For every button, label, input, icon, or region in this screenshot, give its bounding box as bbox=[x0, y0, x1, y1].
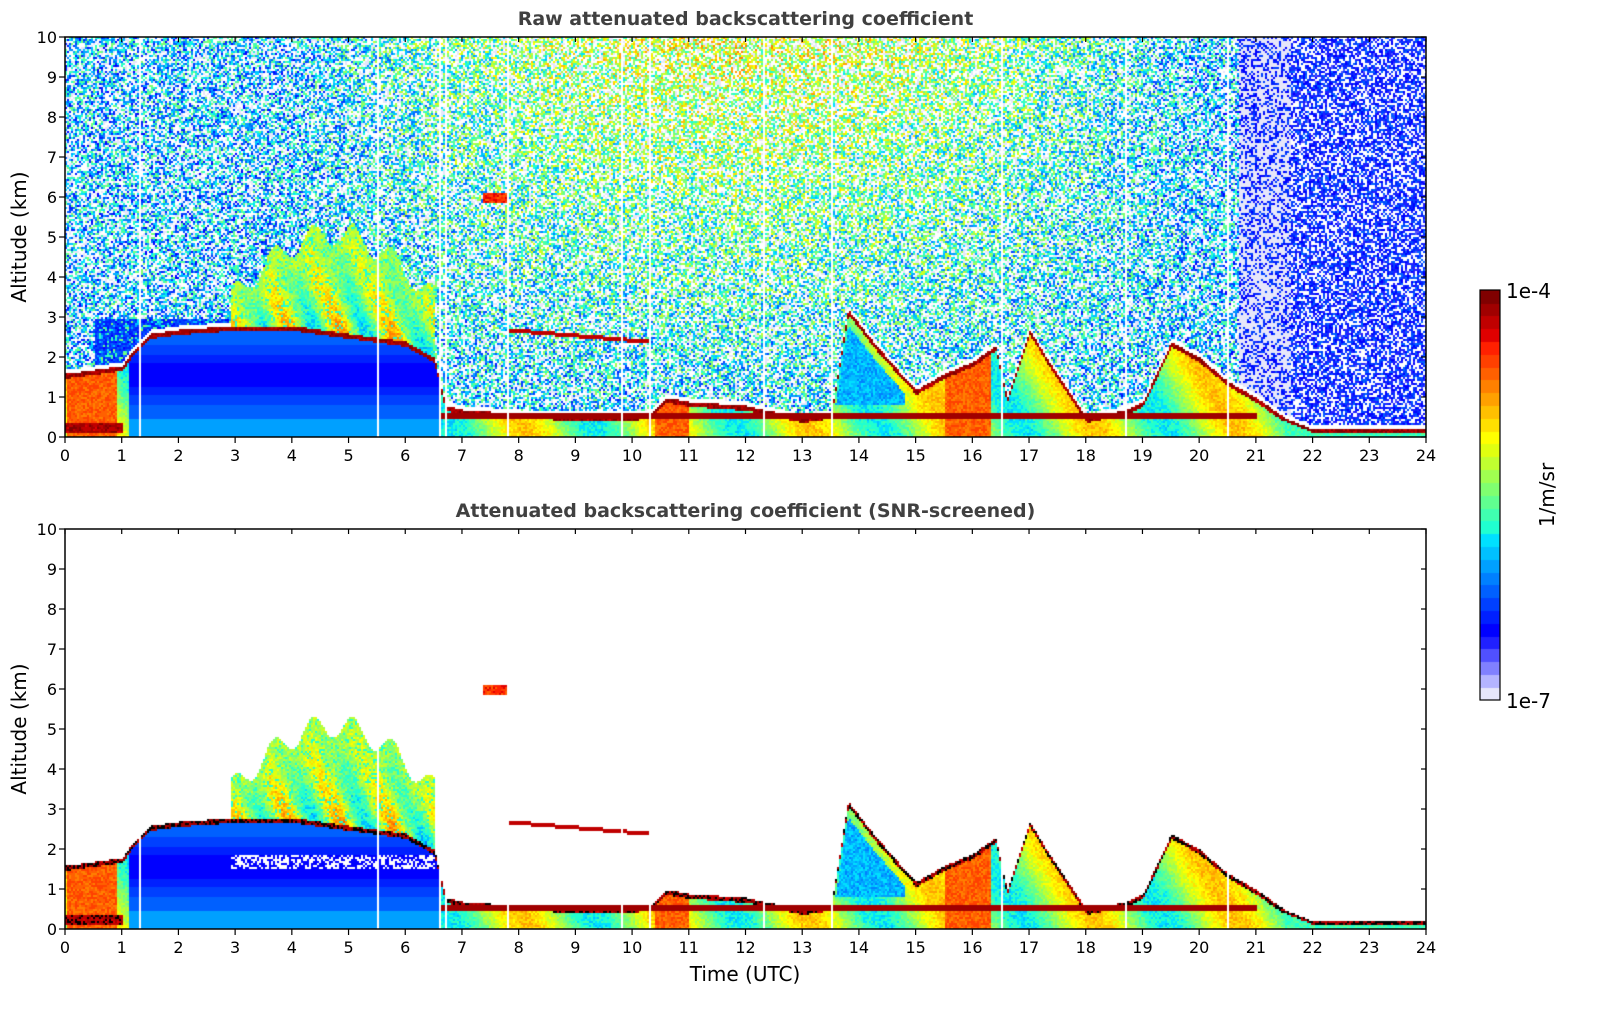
x-tick-label: 20 bbox=[1189, 446, 1209, 465]
x-tick-label: 19 bbox=[1132, 446, 1152, 465]
x-tick-label: 6 bbox=[400, 938, 410, 957]
x-tick-label: 0 bbox=[60, 446, 70, 465]
y-tick-label: 7 bbox=[47, 148, 57, 167]
x-tick-label: 11 bbox=[679, 938, 699, 957]
x-tick-label: 2 bbox=[173, 446, 183, 465]
bottom-heatmap bbox=[65, 529, 1426, 929]
x-tick-label: 21 bbox=[1246, 446, 1266, 465]
x-tick-label: 9 bbox=[570, 938, 580, 957]
y-tick-label: 1 bbox=[47, 880, 57, 899]
x-tick-label: 24 bbox=[1416, 446, 1436, 465]
x-tick-label: 9 bbox=[570, 446, 580, 465]
x-tick-label: 7 bbox=[457, 446, 467, 465]
x-tick-label: 3 bbox=[230, 446, 240, 465]
y-tick-label: 3 bbox=[47, 800, 57, 819]
y-tick-label: 6 bbox=[47, 680, 57, 699]
colorbar-frame bbox=[1479, 289, 1501, 701]
y-tick-label: 0 bbox=[47, 428, 57, 447]
x-tick-label: 13 bbox=[792, 446, 812, 465]
y-tick-label: 10 bbox=[37, 28, 57, 47]
x-tick-label: 11 bbox=[679, 446, 699, 465]
x-tick-label: 12 bbox=[735, 938, 755, 957]
x-tick-label: 4 bbox=[287, 938, 297, 957]
y-tick-label: 0 bbox=[47, 920, 57, 939]
x-tick-label: 6 bbox=[400, 446, 410, 465]
x-tick-label: 18 bbox=[1076, 938, 1096, 957]
y-tick-label: 2 bbox=[47, 348, 57, 367]
x-tick-label: 4 bbox=[287, 446, 297, 465]
x-tick-label: 0 bbox=[60, 938, 70, 957]
x-tick-label: 18 bbox=[1076, 446, 1096, 465]
x-tick-label: 3 bbox=[230, 938, 240, 957]
bottom-axes: 0 1 2 3 4 5 6 7 8 9 10 11 12 13 14 15 16 17 18 19 20 21 22 23 24… bbox=[37, 520, 1437, 957]
top-panel-title: Raw attenuated backscattering coefficien… bbox=[517, 8, 974, 30]
y-tick-label: 7 bbox=[47, 640, 57, 659]
x-tick-label: 10 bbox=[622, 446, 642, 465]
x-tick-label: 15 bbox=[905, 446, 925, 465]
y-tick-label: 9 bbox=[47, 68, 57, 87]
x-tick-label: 1 bbox=[117, 938, 127, 957]
x-tick-label: 5 bbox=[343, 446, 353, 465]
x-tick-label: 20 bbox=[1189, 938, 1209, 957]
x-tick-label: 22 bbox=[1302, 446, 1322, 465]
x-tick-label: 22 bbox=[1302, 938, 1322, 957]
x-tick-label: 8 bbox=[514, 446, 524, 465]
top-heatmap bbox=[65, 37, 1426, 437]
y-tick-label: 5 bbox=[47, 228, 57, 247]
y-tick-label: 10 bbox=[37, 520, 57, 539]
bottom-panel-title: Attenuated backscattering coefficient (S… bbox=[455, 500, 1036, 522]
x-tick-label: 7 bbox=[457, 938, 467, 957]
x-tick-label: 17 bbox=[1019, 938, 1039, 957]
bottom-y-axis-label: Altitude (km) bbox=[7, 663, 31, 794]
colorbar bbox=[1480, 290, 1500, 700]
y-tick-label: 9 bbox=[47, 560, 57, 579]
y-tick-label: 4 bbox=[47, 760, 57, 779]
y-tick-label: 6 bbox=[47, 188, 57, 207]
y-tick-label: 8 bbox=[47, 108, 57, 127]
y-tick-label: 1 bbox=[47, 388, 57, 407]
y-tick-label: 8 bbox=[47, 600, 57, 619]
x-tick-label: 12 bbox=[735, 446, 755, 465]
plot-frame bbox=[64, 528, 1427, 930]
x-tick-label: 2 bbox=[173, 938, 183, 957]
x-tick-label: 24 bbox=[1416, 938, 1436, 957]
x-tick-label: 23 bbox=[1359, 446, 1379, 465]
colorbar-min-label: 1e-7 bbox=[1506, 689, 1551, 713]
x-tick-label: 16 bbox=[962, 446, 982, 465]
colorbar-max-label: 1e-4 bbox=[1506, 279, 1551, 303]
top-axes: 0 1 2 3 4 5 6 7 8 9 10 11 12 13 14 15 16 17 18 19 20 21 22 23 24… bbox=[37, 28, 1437, 465]
x-tick-label: 8 bbox=[514, 938, 524, 957]
x-tick-label: 23 bbox=[1359, 938, 1379, 957]
x-tick-label: 13 bbox=[792, 938, 812, 957]
x-tick-label: 17 bbox=[1019, 446, 1039, 465]
y-tick-label: 5 bbox=[47, 720, 57, 739]
y-tick-label: 3 bbox=[47, 308, 57, 327]
x-tick-label: 15 bbox=[905, 938, 925, 957]
x-tick-label: 14 bbox=[849, 446, 869, 465]
plot-frame bbox=[64, 36, 1427, 438]
colorbar-unit-label: 1/m/sr bbox=[1535, 462, 1559, 527]
x-axis-label: Time (UTC) bbox=[689, 962, 801, 986]
x-tick-label: 21 bbox=[1246, 938, 1266, 957]
x-tick-label: 1 bbox=[117, 446, 127, 465]
y-tick-label: 2 bbox=[47, 840, 57, 859]
x-tick-label: 16 bbox=[962, 938, 982, 957]
x-tick-label: 10 bbox=[622, 938, 642, 957]
x-tick-label: 19 bbox=[1132, 938, 1152, 957]
top-y-axis-label: Altitude (km) bbox=[7, 171, 31, 302]
x-tick-label: 14 bbox=[849, 938, 869, 957]
x-tick-label: 5 bbox=[343, 938, 353, 957]
y-tick-label: 4 bbox=[47, 268, 57, 287]
